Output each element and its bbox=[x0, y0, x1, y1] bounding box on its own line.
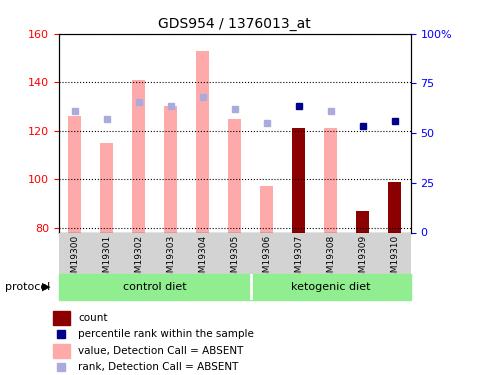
Text: GSM19304: GSM19304 bbox=[198, 235, 207, 284]
Text: GSM19301: GSM19301 bbox=[102, 235, 111, 284]
Bar bbox=[196, 51, 209, 232]
Text: GSM19307: GSM19307 bbox=[294, 235, 303, 284]
Text: percentile rank within the sample: percentile rank within the sample bbox=[78, 329, 254, 339]
Bar bbox=[59, 274, 250, 300]
Text: GSM19302: GSM19302 bbox=[134, 235, 143, 284]
Bar bbox=[53, 311, 69, 325]
Text: rank, Detection Call = ABSENT: rank, Detection Call = ABSENT bbox=[78, 362, 238, 372]
Bar bbox=[387, 182, 400, 232]
Text: GSM19300: GSM19300 bbox=[70, 235, 79, 284]
Bar bbox=[292, 128, 305, 232]
Bar bbox=[356, 211, 368, 232]
Bar bbox=[68, 116, 81, 232]
Text: count: count bbox=[78, 313, 107, 323]
Title: GDS954 / 1376013_at: GDS954 / 1376013_at bbox=[158, 17, 310, 32]
Text: GSM19306: GSM19306 bbox=[262, 235, 271, 284]
Text: control diet: control diet bbox=[122, 282, 186, 292]
Bar bbox=[292, 128, 305, 232]
Text: GSM19303: GSM19303 bbox=[166, 235, 175, 284]
Text: GSM19308: GSM19308 bbox=[325, 235, 335, 284]
Text: GSM19310: GSM19310 bbox=[389, 235, 398, 284]
Bar bbox=[100, 143, 113, 232]
Bar bbox=[164, 106, 177, 232]
Bar bbox=[132, 80, 145, 232]
Bar bbox=[250, 274, 410, 300]
Bar bbox=[228, 118, 241, 232]
Text: ketogenic diet: ketogenic diet bbox=[290, 282, 370, 292]
Text: value, Detection Call = ABSENT: value, Detection Call = ABSENT bbox=[78, 346, 243, 356]
Text: GSM19309: GSM19309 bbox=[358, 235, 366, 284]
Bar bbox=[324, 128, 336, 232]
Text: protocol: protocol bbox=[5, 282, 50, 292]
Bar bbox=[53, 344, 69, 358]
Text: ▶: ▶ bbox=[42, 282, 51, 292]
Text: GSM19305: GSM19305 bbox=[230, 235, 239, 284]
Bar bbox=[260, 186, 273, 232]
